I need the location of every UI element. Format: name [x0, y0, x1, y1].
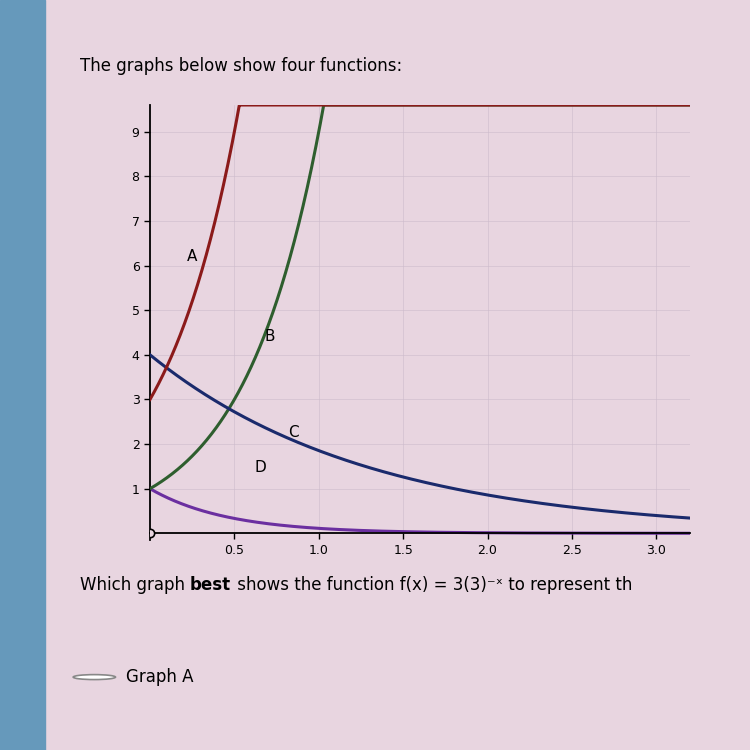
Text: The graphs below show four functions:: The graphs below show four functions:: [80, 57, 403, 75]
Circle shape: [74, 675, 116, 680]
Text: B: B: [265, 329, 275, 344]
Text: shows the function f(x) = 3(3)⁻ˣ to represent th: shows the function f(x) = 3(3)⁻ˣ to repr…: [232, 576, 632, 594]
Text: Which graph: Which graph: [80, 576, 190, 594]
Text: C: C: [288, 425, 299, 440]
Text: Graph A: Graph A: [126, 668, 194, 686]
Text: D: D: [254, 460, 266, 475]
Text: best: best: [190, 576, 231, 594]
Text: A: A: [188, 249, 197, 264]
